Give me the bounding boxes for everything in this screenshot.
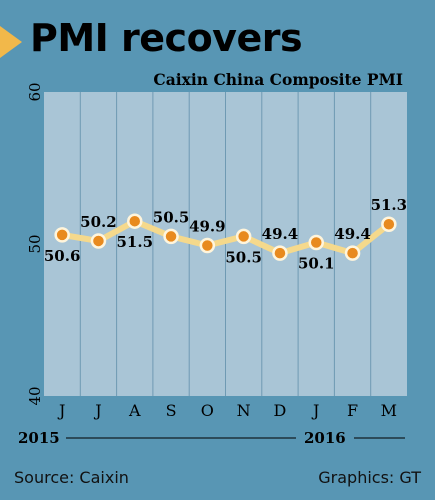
title-arrow-icon xyxy=(0,26,22,58)
data-point xyxy=(199,237,216,254)
data-label: 50.1 xyxy=(298,254,335,272)
x-tick-label: N xyxy=(237,401,251,420)
y-axis-ticks: 40 50 60 xyxy=(26,82,44,405)
data-point xyxy=(272,245,288,261)
y-tick-label: 50 xyxy=(26,234,44,253)
data-label: 50.2 xyxy=(80,213,117,231)
x-tick-label: J xyxy=(93,401,101,420)
y-tick-label: 40 xyxy=(26,386,44,405)
data-point xyxy=(344,245,361,261)
x-tick-label: F xyxy=(347,401,358,420)
data-label: 50.5 xyxy=(153,208,190,226)
data-point xyxy=(163,228,179,245)
x-tick-label: A xyxy=(128,401,141,420)
page-title: PMI recovers xyxy=(30,16,303,60)
data-label: 50.6 xyxy=(44,247,81,265)
year-axis: 2015 2016 xyxy=(18,429,405,447)
data-label: 49.9 xyxy=(189,218,226,236)
chart-subtitle: Caixin China Composite PMI xyxy=(153,70,403,89)
data-point xyxy=(235,228,252,245)
y-tick-label: 60 xyxy=(26,82,44,101)
data-label: 49.4 xyxy=(334,225,371,243)
year-label: 2016 xyxy=(304,429,346,447)
title-row: PMI recovers xyxy=(0,14,435,68)
source-note: Source: Caixin xyxy=(14,468,129,487)
series-line xyxy=(59,218,392,257)
x-tick-label: J xyxy=(311,401,319,420)
graphics-credit: Graphics: GT xyxy=(318,468,421,487)
data-label: 49.4 xyxy=(262,225,299,243)
data-label: 51.5 xyxy=(116,233,153,251)
x-tick-label: S xyxy=(166,401,177,420)
year-label: 2015 xyxy=(18,429,60,447)
x-tick-label: O xyxy=(201,401,214,420)
data-point xyxy=(308,234,324,251)
series-line-layer xyxy=(59,218,392,257)
data-point xyxy=(127,213,143,229)
data-point xyxy=(90,233,107,249)
data-points xyxy=(54,213,397,261)
x-tick-label: D xyxy=(274,401,287,420)
x-tick-label: M xyxy=(381,401,397,420)
data-point xyxy=(54,227,70,243)
data-labels: 50.650.251.550.549.950.549.450.149.451.3 xyxy=(44,196,407,272)
x-tick-label: J xyxy=(57,401,65,420)
data-label: 50.5 xyxy=(225,248,262,266)
data-point xyxy=(381,216,397,232)
data-label: 51.3 xyxy=(371,196,408,214)
